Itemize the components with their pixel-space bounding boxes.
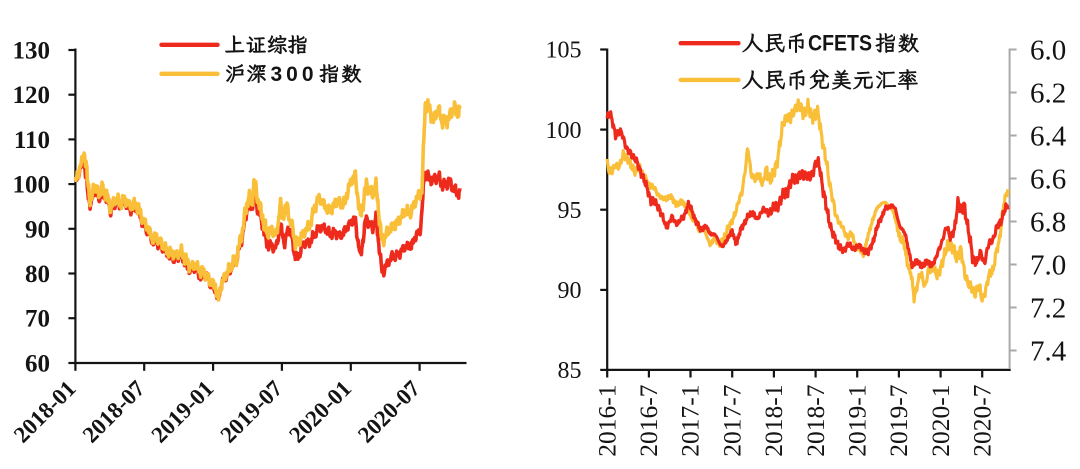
svg-text:2020-1: 2020-1 — [926, 385, 955, 457]
svg-text:2016-7: 2016-7 — [634, 384, 663, 456]
svg-text:7.4: 7.4 — [1030, 336, 1067, 368]
svg-text:130: 130 — [13, 38, 51, 65]
svg-text:60: 60 — [25, 351, 50, 378]
svg-text:100: 100 — [546, 118, 582, 144]
svg-text:6.8: 6.8 — [1030, 207, 1066, 239]
svg-text:2018-1: 2018-1 — [759, 385, 788, 457]
svg-text:6.4: 6.4 — [1030, 121, 1067, 153]
svg-text:2017-7: 2017-7 — [717, 384, 746, 456]
svg-text:90: 90 — [558, 278, 582, 304]
svg-text:300: 300 — [271, 63, 318, 86]
svg-text:6.6: 6.6 — [1030, 164, 1066, 196]
svg-text:2018-7: 2018-7 — [801, 384, 830, 456]
svg-text:105: 105 — [546, 38, 582, 64]
svg-text:6.0: 6.0 — [1030, 35, 1066, 67]
svg-text:120: 120 — [13, 82, 51, 109]
svg-text:2020-7: 2020-7 — [967, 384, 996, 456]
svg-text:CFETS: CFETS — [808, 31, 872, 56]
svg-text:2019-7: 2019-7 — [884, 384, 913, 456]
svg-text:90: 90 — [25, 216, 50, 243]
svg-text:100: 100 — [13, 172, 51, 199]
svg-text:7.2: 7.2 — [1030, 293, 1066, 325]
svg-text:85: 85 — [558, 358, 582, 384]
svg-text:2019-1: 2019-1 — [842, 385, 871, 457]
svg-text:2017-1: 2017-1 — [676, 385, 705, 457]
svg-text:7.0: 7.0 — [1030, 250, 1066, 282]
svg-text:70: 70 — [25, 306, 50, 333]
svg-text:95: 95 — [558, 198, 582, 224]
svg-text:6.2: 6.2 — [1030, 78, 1066, 110]
svg-text:2016-1: 2016-1 — [592, 385, 621, 457]
svg-text:80: 80 — [25, 261, 50, 288]
svg-text:110: 110 — [14, 127, 50, 154]
